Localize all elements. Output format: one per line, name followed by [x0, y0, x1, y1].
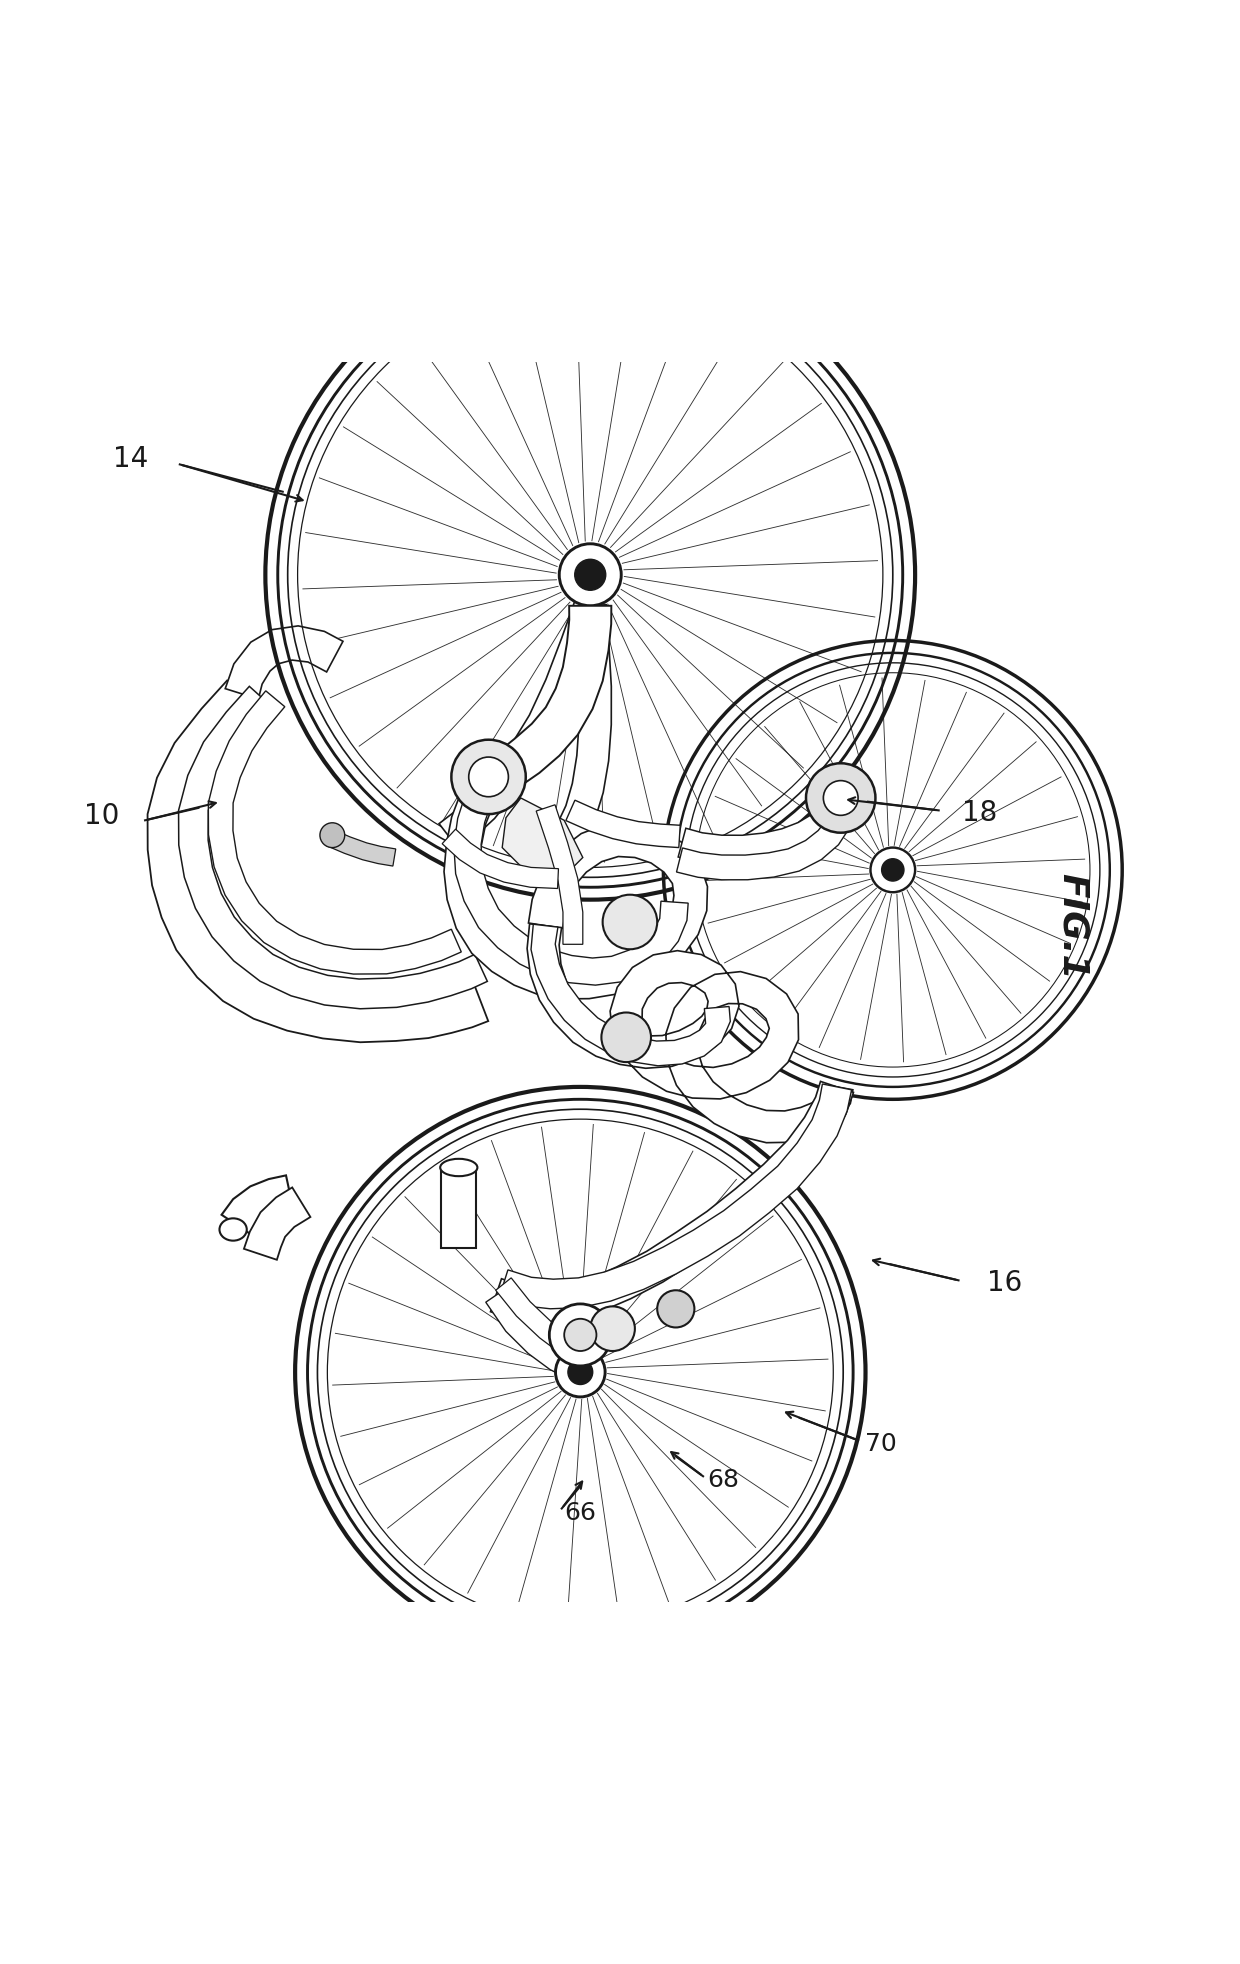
Circle shape: [870, 848, 915, 894]
Polygon shape: [222, 1176, 294, 1237]
Circle shape: [806, 764, 875, 833]
Text: 16: 16: [987, 1269, 1022, 1296]
Text: 66: 66: [564, 1500, 596, 1524]
Text: 70: 70: [864, 1432, 897, 1455]
Circle shape: [469, 758, 508, 797]
Circle shape: [564, 1320, 596, 1351]
Text: FIG.1: FIG.1: [1055, 872, 1090, 980]
Polygon shape: [527, 925, 853, 1143]
Text: 10: 10: [84, 801, 119, 831]
Polygon shape: [439, 601, 605, 850]
Polygon shape: [502, 799, 583, 876]
Polygon shape: [444, 770, 708, 1000]
Circle shape: [568, 1359, 593, 1385]
Circle shape: [451, 740, 526, 815]
Circle shape: [575, 560, 605, 591]
Text: 68: 68: [707, 1467, 739, 1491]
Ellipse shape: [440, 1159, 477, 1176]
Polygon shape: [496, 1279, 585, 1363]
Circle shape: [590, 1306, 635, 1351]
Polygon shape: [491, 1082, 853, 1322]
Text: 14: 14: [113, 446, 148, 473]
Polygon shape: [677, 809, 853, 880]
Polygon shape: [244, 1188, 310, 1261]
Circle shape: [657, 1290, 694, 1328]
Polygon shape: [208, 691, 461, 974]
Polygon shape: [531, 925, 730, 1066]
Polygon shape: [565, 801, 681, 848]
Polygon shape: [486, 1288, 575, 1377]
Circle shape: [603, 896, 657, 951]
Circle shape: [556, 1347, 605, 1396]
Circle shape: [549, 1304, 611, 1367]
Polygon shape: [226, 627, 343, 699]
Ellipse shape: [219, 1220, 247, 1241]
Circle shape: [823, 782, 858, 815]
Circle shape: [601, 1013, 651, 1063]
Polygon shape: [498, 1084, 852, 1310]
Polygon shape: [443, 829, 558, 890]
Polygon shape: [536, 805, 583, 945]
Circle shape: [559, 544, 621, 607]
Text: 18: 18: [962, 797, 997, 827]
Polygon shape: [546, 605, 611, 858]
Polygon shape: [678, 780, 866, 866]
Polygon shape: [326, 831, 396, 866]
Polygon shape: [179, 687, 487, 1009]
Polygon shape: [481, 607, 611, 797]
Circle shape: [882, 860, 904, 882]
Circle shape: [320, 823, 345, 848]
Polygon shape: [441, 1171, 476, 1249]
Polygon shape: [148, 682, 489, 1043]
Polygon shape: [454, 772, 688, 986]
